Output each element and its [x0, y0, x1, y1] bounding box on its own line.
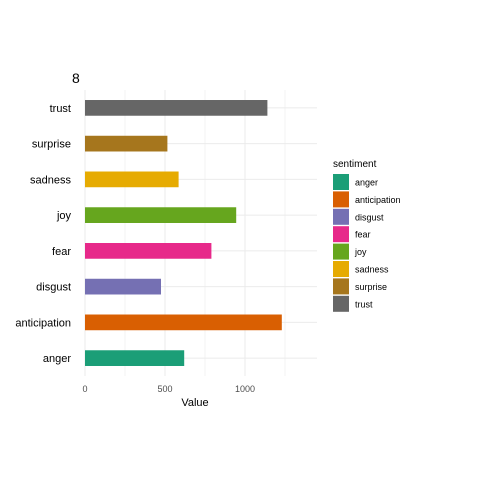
bar-sadness [85, 171, 179, 188]
y-tick-label-surprise: surprise [32, 139, 71, 151]
bar-fear [85, 243, 212, 259]
legend-label-trust: trust [355, 299, 373, 309]
bar-joy [85, 207, 237, 223]
legend-label-fear: fear [355, 230, 371, 240]
y-tick-label-joy: joy [56, 210, 72, 222]
legend: anger anticipation disgust fear joy sadness su… [333, 174, 401, 312]
legend-key-disgust [333, 208, 349, 225]
y-tick-label-anticipation: anticipation [15, 317, 71, 329]
legend-label-disgust: disgust [355, 212, 384, 222]
bar-anticipation [85, 314, 282, 331]
y-tick-label-anger: anger [43, 353, 71, 365]
chart-title: 8 [72, 70, 80, 86]
bar-surprise [85, 135, 168, 152]
x-tick-label: 0 [82, 384, 87, 394]
y-tick-label-sadness: sadness [30, 174, 71, 186]
bar-trust [85, 100, 268, 116]
legend-title: sentiment [333, 159, 377, 170]
legend-label-anger: anger [355, 178, 378, 188]
y-tick-label-disgust: disgust [36, 282, 71, 294]
y-tick-label-trust: trust [50, 103, 71, 115]
x-tick-label: 1000 [235, 384, 255, 394]
y-tick-labels: anger anticipation disgust fear joy sadness su… [15, 103, 71, 365]
legend-key-anticipation [333, 191, 349, 208]
x-axis-label: Value [181, 397, 208, 409]
legend-key-sadness [333, 261, 349, 277]
x-tick-labels: 0 500 1000 [82, 384, 255, 394]
legend-label-joy: joy [354, 247, 367, 257]
legend-label-anticipation: anticipation [355, 195, 401, 205]
y-tick-label-fear: fear [52, 246, 71, 258]
bar-disgust [85, 278, 161, 295]
legend-key-anger [333, 174, 349, 190]
legend-key-trust [333, 295, 349, 312]
bar-anger [85, 350, 185, 366]
grid-layer [84, 90, 317, 376]
legend-key-fear [333, 226, 349, 243]
x-tick-label: 500 [157, 384, 172, 394]
legend-label-sadness: sadness [355, 265, 389, 275]
legend-label-surprise: surprise [355, 282, 387, 292]
legend-key-surprise [333, 278, 349, 295]
legend-key-joy [333, 243, 349, 260]
bar-layer [85, 100, 282, 366]
